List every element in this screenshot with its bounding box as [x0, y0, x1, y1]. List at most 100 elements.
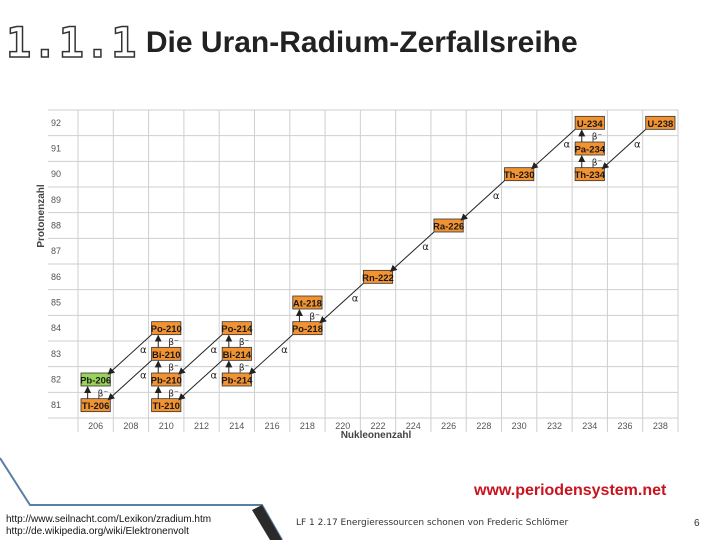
- x-tick-label: 210: [159, 421, 174, 431]
- alpha-decay-arrow: [178, 334, 223, 375]
- nuclide-label: Tl-206: [82, 401, 109, 412]
- slide-number: 1.1.1: [5, 17, 138, 68]
- nuclide-label: Rn-222: [362, 273, 394, 284]
- nuclide-label: Bi-214: [223, 350, 252, 361]
- page-title: Die Uran-Radium-Zerfallsreihe: [145, 25, 578, 59]
- nuclide-box: [504, 167, 535, 182]
- y-tick-label: 83: [51, 349, 61, 359]
- beta-decay-label: β⁻: [239, 338, 250, 348]
- nuclide-box: [151, 372, 182, 387]
- nuclide-label: Th-234: [574, 170, 605, 181]
- nuclide-box: [574, 141, 605, 156]
- footer-link-seilnacht[interactable]: http://www.seilnacht.com/Lexikon/zradium…: [6, 514, 212, 525]
- y-tick-label: 88: [51, 221, 61, 231]
- nuclide-box: [151, 398, 182, 413]
- y-tick-label: 92: [51, 118, 61, 128]
- alpha-decay-arrow: [107, 359, 152, 401]
- nuclide-label: U-234: [577, 119, 604, 130]
- nuclide-label: Po-218: [292, 324, 323, 335]
- page-number: 6: [694, 518, 700, 529]
- alpha-decay-label: α: [634, 140, 641, 151]
- y-tick-label: 87: [51, 246, 61, 256]
- beta-decay-label: β⁻: [309, 312, 320, 322]
- nuclide-label: Pa-234: [574, 145, 605, 156]
- alpha-decay-label: α: [352, 294, 359, 305]
- nuclide-box: [221, 346, 252, 361]
- nuclide-box: [362, 269, 394, 284]
- slide-title: 1.1.1 Die Uran-Radium-Zerfallsreihe: [5, 17, 578, 68]
- alpha-decay-arrow: [319, 282, 364, 324]
- nuclide-box: [574, 167, 605, 182]
- x-tick-label: 234: [582, 421, 597, 431]
- alpha-decay-arrow: [389, 231, 435, 273]
- nuclide-box: [292, 321, 323, 336]
- x-tick-label: 238: [653, 421, 668, 431]
- footer-links: http://www.seilnacht.com/Lexikon/zradium…: [6, 514, 211, 538]
- x-tick-label: 212: [194, 421, 209, 431]
- x-axis-label: Nukleonenzahl: [341, 430, 412, 441]
- alpha-decay-arrow: [601, 128, 647, 170]
- x-tick-label: 216: [265, 421, 280, 431]
- nuclide-box: [292, 295, 323, 310]
- beta-decay-label: β⁻: [592, 158, 603, 168]
- beta-decay-label: β⁻: [239, 364, 250, 374]
- nuclide-box: [151, 346, 182, 361]
- y-tick-label: 82: [51, 375, 61, 385]
- footer-text: LF 1 2.17 Energieressourcen schonen von …: [296, 518, 569, 528]
- nuclide-box: [433, 218, 464, 233]
- alpha-decay-arrow: [460, 180, 505, 221]
- alpha-decay-arrow: [107, 334, 152, 375]
- nuclide-box: [151, 321, 182, 336]
- nuclide-box: [645, 115, 676, 130]
- y-tick-label: 91: [51, 144, 61, 154]
- nuclide-label: Pb-214: [221, 376, 253, 387]
- beta-decay-label: β⁻: [168, 364, 179, 374]
- y-tick-label: 81: [51, 400, 61, 410]
- x-tick-label: 220: [335, 421, 350, 431]
- footer-decor-wedge: [252, 505, 282, 540]
- x-tick-label: 214: [229, 421, 244, 431]
- nuclide-box: [574, 115, 605, 130]
- beta-decay-label: β⁻: [168, 389, 179, 399]
- x-tick-label: 228: [476, 421, 491, 431]
- nuclide-label: Pb-210: [151, 376, 182, 387]
- beta-decay-label: β⁻: [98, 389, 109, 399]
- nuclide-box: [221, 321, 252, 336]
- x-tick-label: 226: [441, 421, 456, 431]
- y-tick-label: 86: [51, 272, 61, 282]
- y-tick-label: 89: [51, 195, 61, 205]
- nuclide-label: Po-214: [221, 324, 253, 335]
- alpha-decay-label: α: [563, 140, 570, 151]
- alpha-decay-label: α: [211, 345, 218, 356]
- alpha-decay-label: α: [140, 371, 147, 382]
- alpha-decay-arrow: [178, 359, 223, 401]
- y-axis-label: Protonenzahl: [36, 184, 47, 248]
- alpha-decay-label: α: [281, 345, 288, 356]
- y-tick-label: 90: [51, 169, 61, 179]
- footer-band: [0, 500, 280, 540]
- alpha-decay-label: α: [422, 242, 429, 253]
- alpha-decay-label: α: [493, 191, 500, 202]
- x-tick-label: 222: [370, 421, 385, 431]
- beta-decay-label: β⁻: [168, 338, 179, 348]
- footer-link-wikipedia[interactable]: http://de.wikipedia.org/wiki/Elektronenv…: [6, 526, 189, 537]
- x-tick-label: 224: [406, 421, 421, 431]
- alpha-decay-label: α: [140, 345, 147, 356]
- nuclide-box: [221, 372, 252, 387]
- nuclide-label: Tl-210: [153, 401, 180, 412]
- nuclide-label: Ra-226: [433, 222, 464, 233]
- nuclide-label: U-238: [647, 119, 673, 130]
- nuclide-label: Po-210: [151, 324, 182, 335]
- x-tick-label: 206: [88, 421, 103, 431]
- nuclide-label: Pb-206: [80, 376, 111, 387]
- y-tick-label: 85: [51, 298, 61, 308]
- x-tick-label: 218: [300, 421, 315, 431]
- x-tick-label: 236: [618, 421, 633, 431]
- nuclide-label: Bi-210: [152, 350, 181, 361]
- x-tick-label: 230: [512, 421, 527, 431]
- x-tick-label: 232: [547, 421, 562, 431]
- nuclide-box: [80, 398, 111, 413]
- y-tick-label: 84: [51, 323, 61, 333]
- brand-watermark: www.periodensystem.net: [474, 482, 667, 499]
